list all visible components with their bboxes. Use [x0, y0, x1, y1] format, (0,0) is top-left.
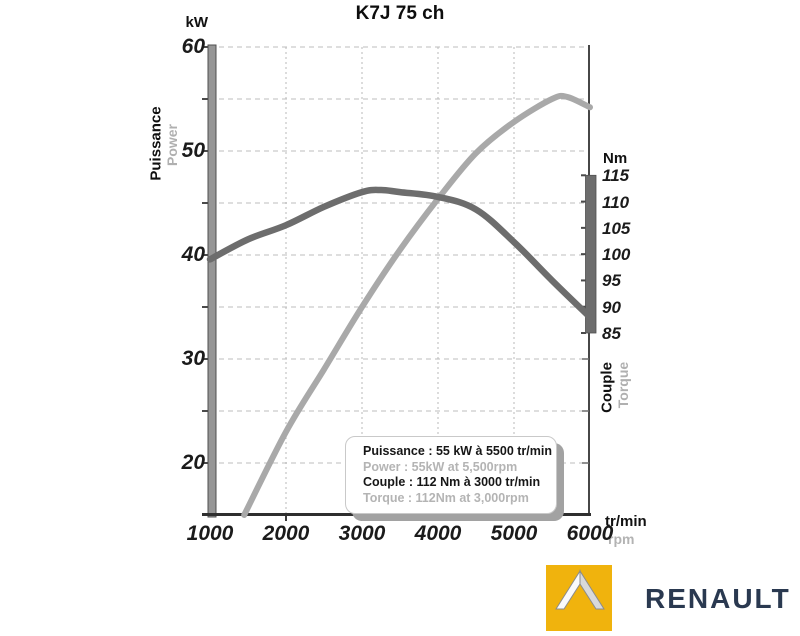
right-axis-unit-label: Nm	[603, 150, 628, 167]
x-axis-tick-label: 3000	[338, 522, 386, 545]
x-axis-tick-label: 4000	[414, 522, 462, 545]
y-right-tick-label: 115	[602, 166, 630, 186]
y-left-tick-label: 60	[181, 35, 205, 58]
legend-line-torque-fr: Couple : 112 Nm à 3000 tr/min	[363, 475, 541, 489]
right-axis-title-fr: Couple	[598, 362, 616, 413]
power-curve	[241, 92, 593, 518]
right-axis-title-en: Torque	[615, 361, 631, 409]
x-axis-tick-label: 1000	[186, 522, 234, 545]
chart-title: K7J 75 ch	[355, 3, 445, 24]
brand-name: RENAULT	[645, 583, 791, 614]
renault-diamond-icon	[546, 565, 612, 631]
y-right-tick-label: 90	[602, 297, 621, 317]
y-right-tick-label: 105	[602, 218, 631, 238]
x-axis-unit-primary: tr/min	[605, 513, 647, 530]
y-left-tick-label: 20	[181, 451, 205, 474]
renault-logo: RENAULT	[546, 565, 800, 631]
left-axis-unit-label: kW	[185, 14, 209, 31]
legend-line-power-en: Power : 55kW at 5,500rpm	[363, 459, 518, 474]
y-left-tick-label: 50	[181, 139, 205, 162]
engine-performance-chart: K7J 75 ch kW Nm Puissance Power Couple T…	[147, 3, 789, 631]
y-left-tick-label: 40	[181, 243, 205, 266]
x-axis-tick-label: 6000	[566, 522, 614, 545]
x-axis-tick-label: 5000	[490, 522, 538, 545]
legend-line-torque-en: Torque : 112Nm at 3,000rpm	[363, 490, 529, 505]
legend-line-power-fr: Puissance : 55 kW à 5500 tr/min	[363, 444, 552, 458]
y-right-tick-label: 100	[602, 245, 631, 265]
torque-curve	[206, 186, 594, 321]
x-axis-tick-label: 2000	[262, 522, 310, 545]
y-right-tick-label: 110	[602, 192, 630, 212]
y-right-tick-label: 95	[602, 271, 621, 291]
x-axis-unit-secondary: rpm	[608, 531, 635, 547]
y-right-tick-label: 85	[602, 324, 621, 343]
y-left-tick-label: 30	[181, 347, 205, 370]
legend-box: Puissance : 55 kW à 5500 tr/min Power : …	[345, 436, 557, 514]
